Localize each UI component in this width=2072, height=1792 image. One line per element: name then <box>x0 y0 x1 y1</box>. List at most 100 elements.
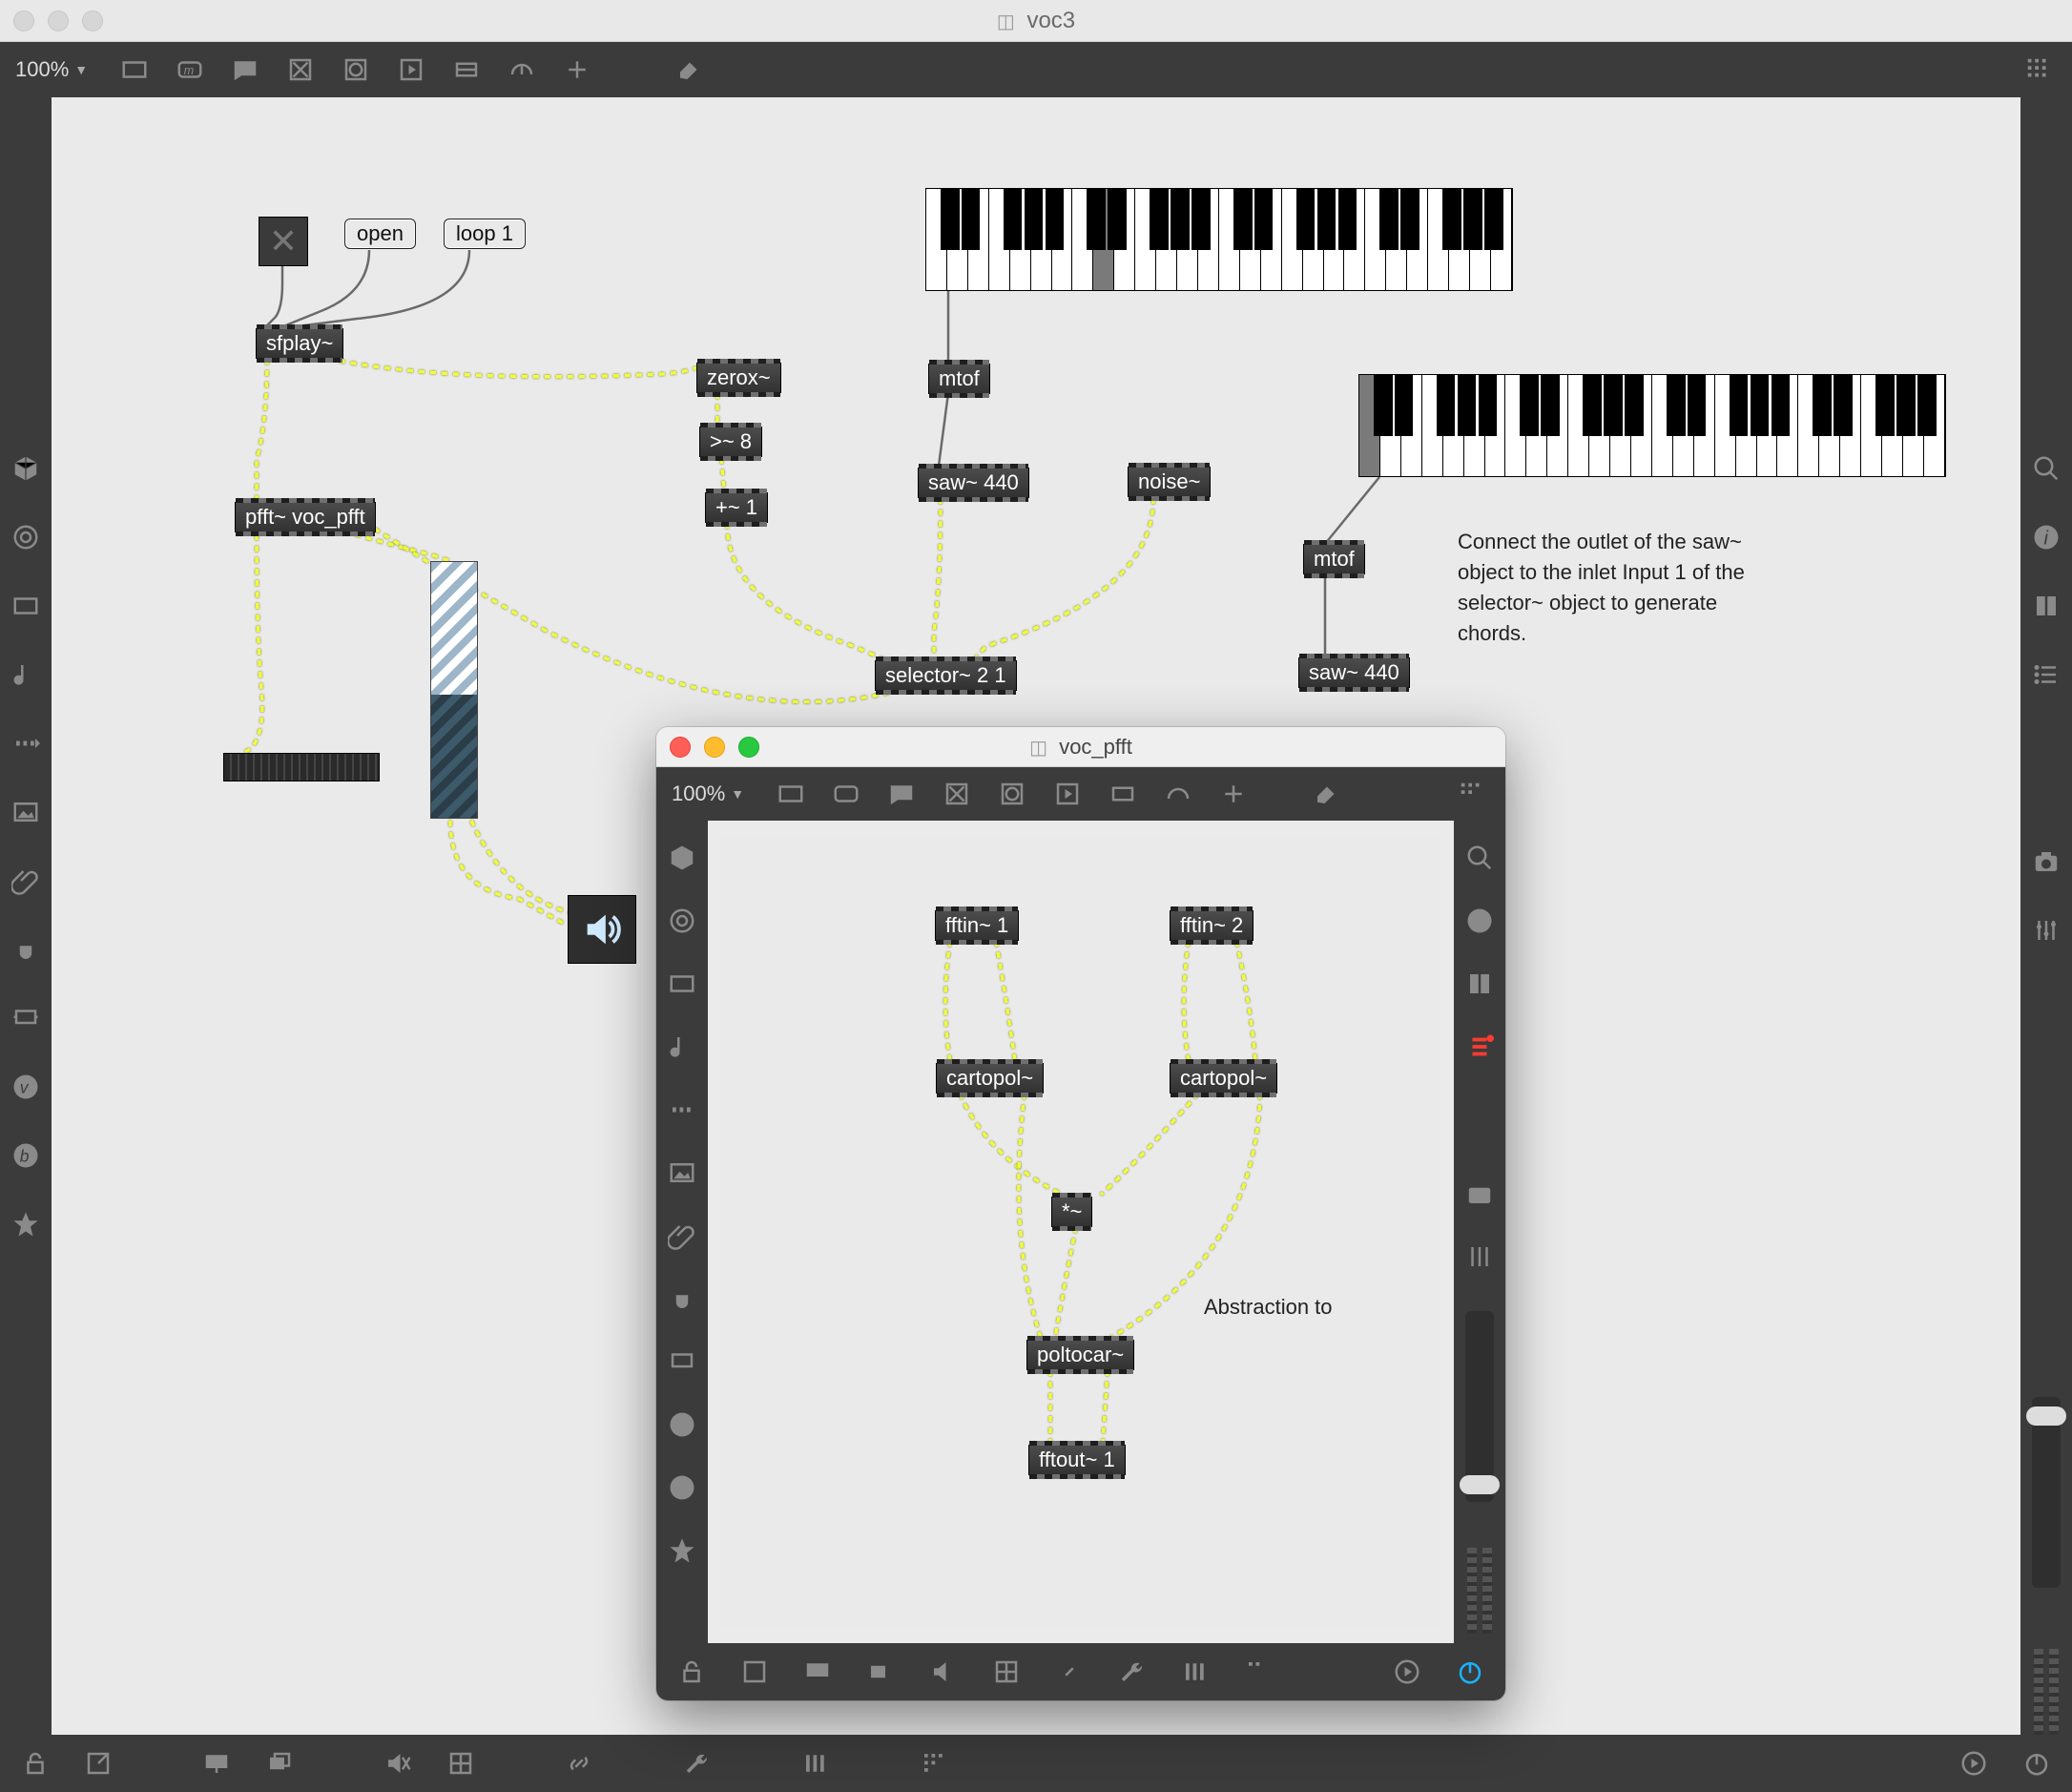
b-icon[interactable]: b <box>8 1137 44 1174</box>
cpu-icon[interactable] <box>1389 1654 1425 1690</box>
dial-tool-icon[interactable] <box>504 52 540 88</box>
toggle-tool-icon[interactable] <box>282 52 319 88</box>
obj-noise[interactable]: noise~ <box>1128 467 1211 497</box>
info-icon[interactable]: i <box>2028 519 2064 555</box>
plug-icon[interactable] <box>664 1281 700 1317</box>
star-icon[interactable] <box>8 1206 44 1242</box>
paint-tool-icon[interactable] <box>672 52 708 88</box>
mute-icon[interactable] <box>380 1745 416 1782</box>
note-icon[interactable] <box>664 1029 700 1065</box>
presentation-icon[interactable] <box>799 1654 836 1690</box>
record-icon[interactable] <box>8 519 44 555</box>
zoom-icon[interactable] <box>82 10 103 31</box>
panel-icon[interactable] <box>8 588 44 624</box>
image-icon[interactable] <box>8 794 44 830</box>
obj-fftin1[interactable]: fftin~ 1 <box>935 910 1019 941</box>
matrix-icon[interactable] <box>916 1745 952 1782</box>
obj-mul[interactable]: *~ <box>1051 1197 1092 1227</box>
close-icon[interactable] <box>670 737 691 758</box>
gain-fader[interactable] <box>2032 1397 2061 1588</box>
add-tool-icon[interactable] <box>559 52 595 88</box>
sub-canvas[interactable]: fftin~ 1 fftin~ 2 cartopol~ cartopol~ *~… <box>708 821 1454 1643</box>
keyboard-icon[interactable] <box>1177 1654 1213 1690</box>
traffic-lights[interactable] <box>13 10 103 31</box>
list-icon[interactable] <box>2028 656 2064 693</box>
grid-toggle-icon[interactable] <box>988 1654 1025 1690</box>
ezdac[interactable] <box>568 895 636 964</box>
screen-icon[interactable] <box>8 1000 44 1036</box>
grid-icon[interactable] <box>1454 776 1490 812</box>
lock-icon[interactable] <box>673 1654 710 1690</box>
toggle-tool-icon[interactable] <box>939 776 975 812</box>
dial-tool-icon[interactable] <box>1160 776 1196 812</box>
obj-add1[interactable]: +~ 1 <box>705 492 768 523</box>
sequence-icon[interactable] <box>664 1092 700 1128</box>
sub-gain-fader[interactable] <box>1465 1311 1494 1502</box>
gain-slider[interactable] <box>430 561 478 819</box>
lock-icon[interactable] <box>17 1745 53 1782</box>
search-icon[interactable] <box>2028 450 2064 487</box>
matrix-icon[interactable] <box>1240 1654 1276 1690</box>
obj-mtof2[interactable]: mtof <box>1303 544 1365 574</box>
kslider-2[interactable] <box>1358 374 1946 477</box>
obj-saw1[interactable]: saw~ 440 <box>918 468 1029 498</box>
link-icon[interactable] <box>561 1745 597 1782</box>
object-tool-icon[interactable] <box>116 52 153 88</box>
kslider-1[interactable] <box>925 188 1513 291</box>
number-tool-icon[interactable] <box>448 52 485 88</box>
plug-icon[interactable] <box>8 931 44 968</box>
image-icon[interactable] <box>664 1155 700 1191</box>
search-icon[interactable] <box>1461 840 1498 876</box>
message-loop1[interactable]: loop 1 <box>444 219 526 249</box>
close-icon[interactable] <box>13 10 34 31</box>
star-icon[interactable] <box>664 1532 700 1569</box>
wrench-icon[interactable] <box>1114 1654 1150 1690</box>
new-view-icon[interactable] <box>736 1654 773 1690</box>
cube-icon[interactable] <box>664 840 700 876</box>
b-icon[interactable] <box>664 1469 700 1506</box>
split-icon[interactable] <box>1461 966 1498 1002</box>
object-tool-icon[interactable] <box>773 776 809 812</box>
keyboard-icon[interactable] <box>798 1745 834 1782</box>
mixer-icon[interactable] <box>1461 1239 1498 1275</box>
obj-saw2[interactable]: saw~ 440 <box>1298 657 1410 688</box>
new-view-icon[interactable] <box>80 1745 116 1782</box>
play-tool-icon[interactable] <box>1049 776 1086 812</box>
minimize-icon[interactable] <box>48 10 69 31</box>
camera-icon[interactable] <box>2028 844 2064 880</box>
list-active-icon[interactable] <box>1461 1029 1498 1065</box>
obj-fftin2[interactable]: fftin~ 2 <box>1170 910 1254 941</box>
power-icon[interactable] <box>1452 1654 1488 1690</box>
obj-pfft[interactable]: pfft~ voc_pfft <box>235 502 376 532</box>
minimize-icon[interactable] <box>704 737 725 758</box>
comment-tool-icon[interactable] <box>883 776 920 812</box>
grid-icon[interactable] <box>2020 52 2057 88</box>
v-icon[interactable]: v <box>8 1069 44 1105</box>
record-icon[interactable] <box>664 903 700 939</box>
button-tool-icon[interactable] <box>994 776 1030 812</box>
message-tool-icon[interactable] <box>828 776 864 812</box>
zoom-control[interactable]: 100% ▼ <box>15 57 88 82</box>
obj-selector[interactable]: selector~ 2 1 <box>875 660 1017 691</box>
obj-poltocar[interactable]: poltocar~ <box>1026 1340 1134 1370</box>
wrench-icon[interactable] <box>679 1745 715 1782</box>
cube-icon[interactable] <box>8 450 44 487</box>
comment-tool-icon[interactable] <box>227 52 263 88</box>
power-icon[interactable] <box>2019 1745 2055 1782</box>
windows-icon[interactable] <box>261 1745 298 1782</box>
attach-icon[interactable] <box>664 1218 700 1254</box>
obj-fftout[interactable]: fftout~ 1 <box>1028 1445 1126 1475</box>
number-tool-icon[interactable] <box>1105 776 1141 812</box>
sub-window[interactable]: ◫ voc_pfft 100%▼ <box>656 727 1505 1700</box>
v-icon[interactable] <box>664 1407 700 1443</box>
zoom-icon[interactable] <box>738 737 759 758</box>
obj-mtof1[interactable]: mtof <box>928 364 990 394</box>
sub-zoom[interactable]: 100%▼ <box>672 781 744 806</box>
sequence-icon[interactable] <box>8 725 44 761</box>
obj-cartopol1[interactable]: cartopol~ <box>936 1063 1044 1094</box>
message-open[interactable]: open <box>344 219 416 249</box>
attach-icon[interactable] <box>8 863 44 899</box>
toggle-box[interactable]: ✕ <box>259 217 308 266</box>
obj-cartopol2[interactable]: cartopol~ <box>1170 1063 1277 1094</box>
obj-zerox[interactable]: zerox~ <box>696 363 781 393</box>
